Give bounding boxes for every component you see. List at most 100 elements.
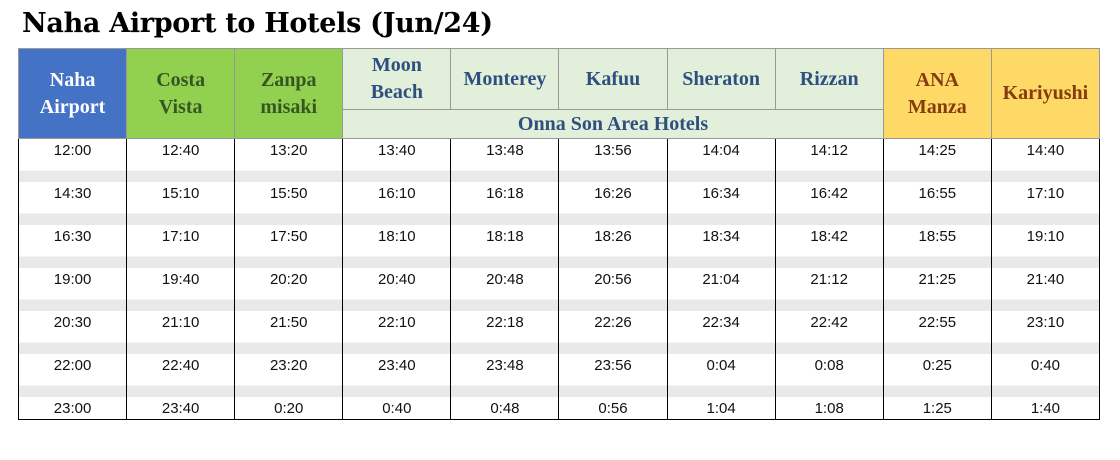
spacer-cell (17, 161, 128, 182)
header-line: Naha (49, 68, 96, 91)
column-header: Rizzan (774, 48, 884, 110)
time-cell: 14:04 (666, 138, 776, 161)
time-cell: 20:40 (342, 268, 452, 290)
spacer-cell (774, 333, 884, 354)
time-cell: 0:25 (882, 354, 992, 376)
time-cell: 16:55 (882, 182, 992, 204)
time-cell: 22:55 (882, 311, 992, 333)
time-cell: 20:56 (558, 268, 668, 290)
spacer-cell (234, 204, 344, 225)
header-line: Rizzan (799, 67, 859, 90)
spacer-row (17, 204, 1101, 225)
time-cell: 19:00 (17, 268, 128, 290)
spacer-cell (666, 161, 776, 182)
time-cell: 23:40 (126, 397, 236, 420)
spacer-cell (17, 333, 128, 354)
time-cell: 13:48 (450, 138, 560, 161)
group-header: Onna Son Area Hotels (342, 109, 884, 139)
header-line: Monterey (463, 67, 547, 90)
spacer-cell (17, 376, 128, 397)
spacer-cell (558, 376, 668, 397)
time-cell: 18:26 (558, 225, 668, 247)
spacer-cell (666, 376, 776, 397)
time-cell: 18:18 (450, 225, 560, 247)
time-cell: 17:10 (126, 225, 236, 247)
time-cell: 14:12 (774, 138, 884, 161)
time-cell: 16:30 (17, 225, 128, 247)
spacer-cell (774, 247, 884, 268)
time-row: 20:30 21:10 21:50 22:10 22:18 22:26 22:34 22:42… (17, 311, 1101, 333)
spacer-cell (990, 290, 1101, 311)
time-cell: 22:00 (17, 354, 128, 376)
spacer-cell (774, 161, 884, 182)
time-cell: 22:18 (450, 311, 560, 333)
time-cell: 14:30 (17, 182, 128, 204)
spacer-cell (342, 376, 452, 397)
spacer-cell (882, 161, 992, 182)
spacer-cell (450, 204, 560, 225)
time-cell: 0:56 (558, 397, 668, 420)
spacer-cell (17, 290, 128, 311)
spacer-cell (666, 333, 776, 354)
spacer-cell (558, 333, 668, 354)
time-cell: 0:40 (342, 397, 452, 420)
spacer-cell (666, 247, 776, 268)
spacer-cell (558, 204, 668, 225)
time-cell: 22:40 (126, 354, 236, 376)
spacer-cell (126, 204, 236, 225)
time-cell: 14:25 (882, 138, 992, 161)
time-cell: 0:40 (990, 354, 1101, 376)
spacer-cell (666, 204, 776, 225)
header-line: Kariyushi (1002, 82, 1089, 104)
time-cell: 1:08 (774, 397, 884, 420)
time-cell: 15:50 (234, 182, 344, 204)
spacer-cell (990, 161, 1101, 182)
column-header: Moon Beach (342, 48, 452, 110)
header-row: Onna Son Area Hotels (19, 109, 1100, 139)
column-header: Zanpa misaki (234, 48, 344, 139)
time-row: 14:30 15:10 15:50 16:10 16:18 16:26 16:34 16:42… (17, 182, 1101, 204)
header-line: Sheraton (682, 67, 760, 90)
time-cell: 18:55 (882, 225, 992, 247)
time-cell: 13:56 (558, 138, 668, 161)
spacer-cell (882, 247, 992, 268)
spacer-cell (234, 161, 344, 182)
time-cell: 19:40 (126, 268, 236, 290)
header-line: Zanpa (260, 68, 317, 91)
spacer-cell (882, 290, 992, 311)
time-cell: 13:40 (342, 138, 452, 161)
table-header: Naha Airport Costa Vista Zanpa misaki Moon Beac… (17, 48, 1101, 139)
time-cell: 15:10 (126, 182, 236, 204)
spacer-cell (558, 290, 668, 311)
spacer-row (17, 290, 1101, 311)
time-cell: 18:10 (342, 225, 452, 247)
time-cell: 14:40 (990, 138, 1101, 161)
spacer-cell (882, 376, 992, 397)
spacer-cell (450, 161, 560, 182)
time-cell: 22:42 (774, 311, 884, 333)
time-cell: 21:50 (234, 311, 344, 333)
time-cell: 0:08 (774, 354, 884, 376)
spacer-cell (882, 204, 992, 225)
time-cell: 12:00 (17, 138, 128, 161)
spacer-cell (990, 333, 1101, 354)
spacer-cell (342, 290, 452, 311)
column-header: Sheraton (666, 48, 776, 110)
time-cell: 1:04 (666, 397, 776, 420)
time-cell: 22:34 (666, 311, 776, 333)
spacer-cell (234, 290, 344, 311)
time-cell: 21:10 (126, 311, 236, 333)
time-cell: 23:00 (17, 397, 128, 420)
time-row: 19:00 19:40 20:20 20:40 20:48 20:56 21:04 21:12… (17, 268, 1101, 290)
time-cell: 20:20 (234, 268, 344, 290)
time-cell: 21:04 (666, 268, 776, 290)
header-line: Beach (370, 81, 423, 103)
time-cell: 17:10 (990, 182, 1101, 204)
spacer-cell (450, 376, 560, 397)
spacer-cell (450, 247, 560, 268)
time-cell: 16:34 (666, 182, 776, 204)
time-cell: 23:10 (990, 311, 1101, 333)
page-title: Naha Airport to Hotels (Jun/24) (22, 8, 493, 39)
column-header: Costa Vista (126, 48, 236, 139)
